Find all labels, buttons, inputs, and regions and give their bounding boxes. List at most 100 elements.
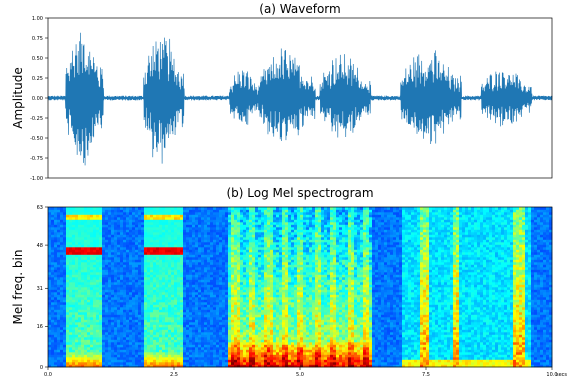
spectrogram-cell: [84, 222, 88, 225]
spectrogram-cell: [273, 254, 277, 258]
spectrogram-cell: [237, 332, 241, 335]
spectrogram-cell: [150, 209, 154, 213]
spectrogram-cell: [78, 222, 82, 225]
spectrogram-cell: [153, 217, 157, 220]
spectrogram-cell: [192, 279, 196, 283]
spectrogram-cell: [117, 297, 121, 300]
spectrogram-cell: [276, 272, 280, 275]
spectrogram-cell: [240, 209, 244, 213]
spectrogram-cell: [117, 362, 121, 365]
spectrogram-cell: [243, 309, 247, 313]
spectrogram-cell: [165, 284, 169, 288]
spectrogram-cell: [48, 269, 52, 273]
spectrogram-cell: [210, 219, 214, 223]
spectrogram-cell: [198, 312, 202, 315]
spectrogram-cell: [63, 247, 67, 250]
spectrogram-cell: [201, 277, 205, 280]
spectrogram-cell: [75, 252, 79, 255]
spectrogram-cell: [78, 232, 82, 235]
spectrogram-cell: [234, 312, 238, 315]
spectrogram-cell: [99, 342, 103, 345]
spectrogram-cell: [213, 314, 217, 318]
spectrogram-cell: [276, 207, 280, 210]
spectrogram-cell: [252, 304, 256, 308]
spectrogram-cell: [225, 237, 229, 240]
spectrogram-cell: [249, 249, 253, 253]
spectrogram-cell: [51, 287, 55, 290]
spectrogram-cell: [123, 217, 127, 220]
spectrogram-cell: [123, 294, 127, 298]
spectrogram-cell: [87, 237, 91, 240]
spectrogram-cell: [258, 222, 262, 225]
spectrogram-cell: [141, 307, 145, 310]
spectrogram-cell: [249, 222, 253, 225]
spectrogram-cell: [231, 219, 235, 223]
spectrogram-cell: [111, 324, 115, 328]
spectrogram-cell: [201, 299, 205, 303]
spectrogram-cell: [243, 282, 247, 285]
spectrogram-cell: [180, 277, 184, 280]
spectrogram-cell: [87, 209, 91, 213]
spectrogram-cell: [243, 322, 247, 325]
spectrogram-cell: [219, 359, 223, 363]
spectrogram-cell: [201, 339, 205, 343]
spectrogram-cell: [228, 292, 232, 295]
spectrogram-cell: [147, 322, 151, 325]
spectrogram-cell: [78, 289, 82, 293]
spectrogram-cell: [231, 339, 235, 343]
spectrogram-cell: [129, 314, 133, 318]
spectrogram-cell: [117, 344, 121, 348]
spectrogram-cell: [120, 314, 124, 318]
spectrogram-cell: [246, 297, 250, 300]
spectrogram-cell: [216, 302, 220, 305]
spectrogram-cell: [234, 272, 238, 275]
spectrogram-cell: [195, 217, 199, 220]
spectrogram-cell: [237, 217, 241, 220]
spectrogram-cell: [237, 309, 241, 313]
spectrogram-cell: [78, 267, 82, 270]
spectrogram-cell: [252, 217, 256, 220]
spectrogram-cell: [228, 294, 232, 298]
spectrogram-cell: [129, 344, 133, 348]
spectrogram-cell: [54, 224, 58, 228]
spectrogram-cell: [216, 209, 220, 213]
spectrogram-cell: [126, 339, 130, 343]
spectrogram-cell: [168, 339, 172, 343]
spectrogram-cell: [189, 274, 193, 278]
spectrogram-cell: [105, 279, 109, 283]
spectrogram-cell: [87, 319, 91, 323]
spectrogram-cell: [147, 332, 151, 335]
spectrogram-cell: [180, 259, 184, 263]
spectrogram-cell: [192, 242, 196, 245]
spectrogram-cell: [147, 307, 151, 310]
spectrogram-cell: [252, 342, 256, 345]
spectrogram-cell: [240, 287, 244, 290]
spectrogram-cell: [279, 307, 283, 310]
spectrogram-cell: [54, 222, 58, 225]
spectrogram-cell: [204, 342, 208, 345]
spectrogram-cell: [222, 207, 226, 210]
spectrogram-cell: [75, 302, 79, 305]
spectrogram-cell: [234, 267, 238, 270]
spectrogram-cell: [84, 327, 88, 330]
spectrogram-cell: [108, 289, 112, 293]
spectrogram-cell: [237, 314, 241, 318]
spectrogram-cell: [156, 337, 160, 340]
spectrogram-cell: [96, 309, 100, 313]
spectrogram-cell: [276, 237, 280, 240]
spectrogram-cell: [138, 339, 142, 343]
spectrogram-cell: [258, 334, 262, 338]
spectrogram-cell: [126, 304, 130, 308]
spectrogram-cell: [114, 249, 118, 253]
spectrogram-cell: [168, 347, 172, 350]
spectrogram-cell: [102, 324, 106, 328]
waveform-ytick-label: -1.00: [30, 176, 43, 182]
spectrogram-cell: [186, 229, 190, 233]
spectrogram-cell: [135, 357, 139, 360]
spectrogram-cell: [153, 299, 157, 303]
spectrogram-cell: [57, 207, 61, 210]
spectrogram-cell: [273, 234, 277, 238]
spectrogram-cell: [204, 359, 208, 363]
spectrogram-cell: [249, 227, 253, 230]
spectrogram-cell: [114, 314, 118, 318]
